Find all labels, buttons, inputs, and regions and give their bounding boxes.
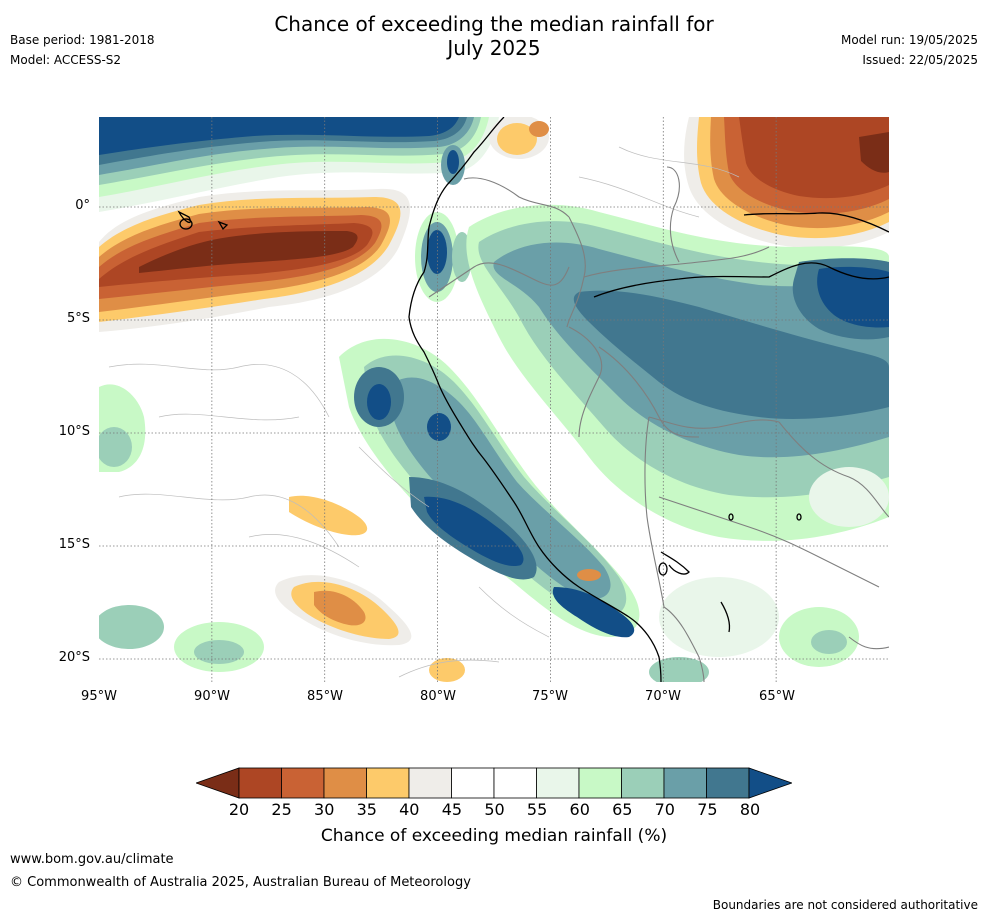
- lat-label-5s: 5°S: [66, 311, 90, 326]
- colorbar-swatch: [706, 767, 750, 799]
- pacific-north-wet-region: [99, 117, 499, 212]
- lon-label-65w: 65°W: [759, 689, 795, 704]
- colorbar-tick: 60: [569, 800, 590, 819]
- lat-label-15s: 15°S: [58, 537, 90, 552]
- map-title: Chance of exceeding the median rainfall …: [0, 12, 988, 60]
- colorbar-swatch: [238, 767, 282, 799]
- colorbar-tick: 30: [314, 800, 335, 819]
- colorbar-tick: 80: [739, 800, 761, 819]
- colorbar-swatch: [621, 767, 665, 799]
- colorbar-tick: 55: [526, 800, 548, 819]
- copyright-text: © Commonwealth of Australia 2025, Austra…: [10, 875, 471, 890]
- colorbar: [194, 767, 794, 799]
- issued-date: Issued: 22/05/2025: [862, 53, 978, 67]
- lat-label-10s: 10°S: [58, 424, 90, 439]
- lon-label-85w: 85°W: [307, 689, 343, 704]
- colorbar-swatch: [366, 767, 410, 799]
- country-boundaries: [428, 166, 889, 682]
- model-name: Model: ACCESS-S2: [10, 53, 122, 67]
- ecuador-wet-blobs: [415, 145, 472, 302]
- title-line-1: Chance of exceeding the median rainfall …: [274, 12, 714, 36]
- colorbar-tick: 65: [612, 800, 633, 819]
- website-link[interactable]: www.bom.gov.au/climate: [10, 852, 174, 867]
- contour-lines: [108, 146, 740, 678]
- lon-label-75w: 75°W: [532, 689, 568, 704]
- colorbar-tick: 75: [697, 800, 718, 819]
- colombia-coastal-dry: [489, 117, 549, 159]
- colorbar-swatch: [451, 767, 495, 799]
- colorbar-tick: 25: [271, 800, 292, 819]
- colorbar-swatch: [493, 767, 537, 799]
- colorbar-tick: 70: [654, 800, 675, 819]
- colorbar-tick: 40: [399, 800, 420, 819]
- colorbar-tick: 35: [356, 800, 377, 819]
- colorbar-swatch: [663, 767, 707, 799]
- colorbar-label: Chance of exceeding median rainfall (%): [320, 826, 668, 846]
- lat-label-0: 0°: [75, 198, 90, 213]
- colorbar-tick: 50: [484, 800, 505, 819]
- colorbar-swatch: [536, 767, 580, 799]
- rainfall-map: [99, 117, 889, 682]
- meta-left: Base period: 1981-2018 Model: ACCESS-S2: [10, 30, 155, 70]
- lon-label-70w: 70°W: [645, 689, 681, 704]
- coastlines: [177, 117, 889, 682]
- colorbar-extend-low: [194, 767, 240, 799]
- peru-offshore-wet-region: [339, 338, 640, 638]
- colorbar-swatch: [281, 767, 325, 799]
- northeast-dry-region: [684, 117, 889, 249]
- colorbar-swatch: [578, 767, 622, 799]
- lon-label-95w: 95°W: [81, 689, 117, 704]
- meta-right: Model run: 19/05/2025 Issued: 22/05/2025: [841, 30, 978, 70]
- disclaimer-text: Boundaries are not considered authoritat…: [712, 898, 978, 912]
- lon-label-90w: 90°W: [194, 689, 230, 704]
- colorbar-tick: 20: [228, 800, 250, 819]
- base-period: Base period: 1981-2018: [10, 33, 155, 47]
- graticule: [99, 117, 889, 682]
- lon-label-80w: 80°W: [420, 689, 456, 704]
- colorbar-tick: 45: [441, 800, 463, 819]
- lat-label-20s: 20°S: [58, 650, 90, 665]
- southern-dry-patches: [275, 495, 601, 682]
- colorbar-extend-high: [748, 767, 794, 799]
- colorbar-svg: [194, 767, 794, 799]
- model-run: Model run: 19/05/2025: [840, 33, 978, 47]
- pacific-equatorial-dry-region: [99, 188, 411, 332]
- colorbar-swatch: [323, 767, 367, 799]
- southern-mixed-region: [99, 384, 889, 682]
- map-svg: [99, 117, 889, 682]
- colorbar-swatch: [408, 767, 452, 799]
- title-line-2: July 2025: [447, 36, 541, 60]
